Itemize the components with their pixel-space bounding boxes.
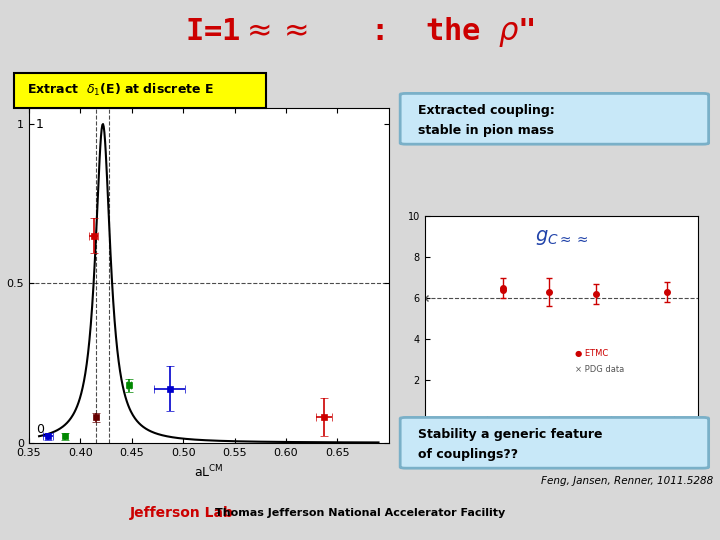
Text: Jefferson Lab: Jefferson Lab: [130, 507, 233, 520]
FancyBboxPatch shape: [14, 73, 266, 108]
Text: I=1$\approx\approx$   :  the $\rho$": I=1$\approx\approx$ : the $\rho$": [185, 16, 535, 49]
Text: 0: 0: [36, 423, 44, 436]
Text: Feng, Jansen, Renner, 1011.5288: Feng, Jansen, Renner, 1011.5288: [541, 476, 713, 485]
Text: ● ETMC: ● ETMC: [575, 348, 608, 357]
Text: $g_{C\approx\approx}$: $g_{C\approx\approx}$: [535, 228, 588, 247]
Text: Extracted coupling:: Extracted coupling:: [418, 104, 555, 117]
Text: stable in pion mass: stable in pion mass: [418, 124, 554, 137]
FancyBboxPatch shape: [400, 93, 708, 144]
Text: Extract  $\delta_1$(E) at discrete E: Extract $\delta_1$(E) at discrete E: [27, 83, 214, 98]
Text: of couplings??: of couplings??: [418, 448, 518, 461]
X-axis label: aL$^{\mathrm{CM}}$: aL$^{\mathrm{CM}}$: [194, 463, 224, 480]
Text: 1: 1: [36, 118, 44, 131]
FancyBboxPatch shape: [400, 417, 708, 468]
Y-axis label: sin$^2$($\delta$): sin$^2$($\delta$): [0, 254, 1, 296]
Text: Stability a generic feature: Stability a generic feature: [418, 428, 603, 441]
X-axis label: $m_\pi^{2n}$(GeV$^2$): $m_\pi^{2n}$(GeV$^2$): [532, 442, 591, 461]
Text: × PDG data: × PDG data: [575, 365, 624, 374]
Text: Thomas Jefferson National Accelerator Facility: Thomas Jefferson National Accelerator Fa…: [215, 508, 505, 518]
